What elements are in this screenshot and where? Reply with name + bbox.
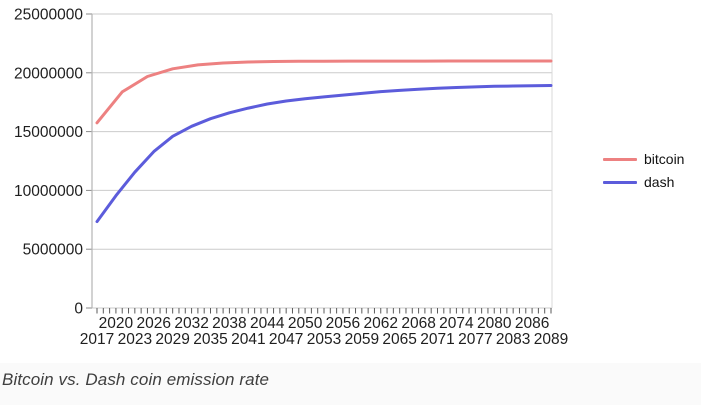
x-axis-label-2077: 2077 [458, 331, 492, 348]
emission-chart-canvas: 0 5000000 10000000 15000000 20000000 25000000… [14, 7, 568, 349]
x-axis-label-2083: 2083 [496, 331, 530, 348]
caption-bar: Bitcoin vs. Dash coin emission rate [0, 363, 701, 405]
dash-line-swatch [603, 181, 637, 184]
series-line-dash [95, 84, 553, 224]
x-axis-label-2026: 2026 [137, 315, 171, 332]
x-axis-label-2020: 2020 [99, 315, 134, 332]
x-axis-label-2038: 2038 [212, 315, 246, 332]
chart-legend: bitcoin dash [603, 152, 684, 190]
x-axis-label-2086: 2086 [515, 315, 549, 332]
bitcoin-line-swatch [603, 158, 637, 161]
x-axis-label-2041: 2041 [231, 331, 265, 348]
emission-chart: 0 5000000 10000000 15000000 20000000 25000000… [14, 6, 685, 349]
x-axis-label-2044: 2044 [250, 315, 285, 332]
y-axis-label-5000000: 5000000 [23, 242, 84, 259]
legend-label-bitcoin: bitcoin [644, 151, 685, 167]
x-axis-label-2053: 2053 [307, 331, 341, 348]
y-axis-label-20000000: 20000000 [14, 65, 83, 82]
x-axis-label-2068: 2068 [401, 315, 435, 332]
x-axis-label-2035: 2035 [193, 331, 227, 348]
y-axis-label-25000000: 25000000 [14, 7, 83, 24]
x-axis-label-2059: 2059 [345, 331, 379, 348]
legend-item-dash: dash [603, 175, 684, 190]
x-axis-label-2032: 2032 [174, 315, 208, 332]
x-axis-label-2050: 2050 [288, 315, 323, 332]
x-axis-label-2017: 2017 [80, 331, 114, 348]
x-axis-label-2065: 2065 [382, 331, 416, 348]
y-axis-label-10000000: 10000000 [14, 183, 83, 200]
x-axis-label-2080: 2080 [477, 315, 512, 332]
y-axis-label-15000000: 15000000 [14, 124, 83, 141]
x-axis-label-2029: 2029 [155, 331, 189, 348]
x-axis-label-2071: 2071 [420, 331, 454, 348]
x-axis-label-2062: 2062 [364, 315, 398, 332]
legend-label-dash: dash [644, 174, 675, 190]
y-axis-label-0: 0 [74, 301, 83, 318]
legend-item-bitcoin: bitcoin [603, 152, 684, 167]
chart-caption: Bitcoin vs. Dash coin emission rate [2, 370, 270, 389]
x-axis-label-2056: 2056 [326, 315, 360, 332]
x-axis-label-2074: 2074 [439, 315, 474, 332]
x-axis-label-2047: 2047 [269, 331, 303, 348]
x-axis-label-2023: 2023 [118, 331, 152, 348]
x-axis-label-2089: 2089 [534, 331, 568, 348]
series-line-bitcoin [95, 59, 553, 125]
